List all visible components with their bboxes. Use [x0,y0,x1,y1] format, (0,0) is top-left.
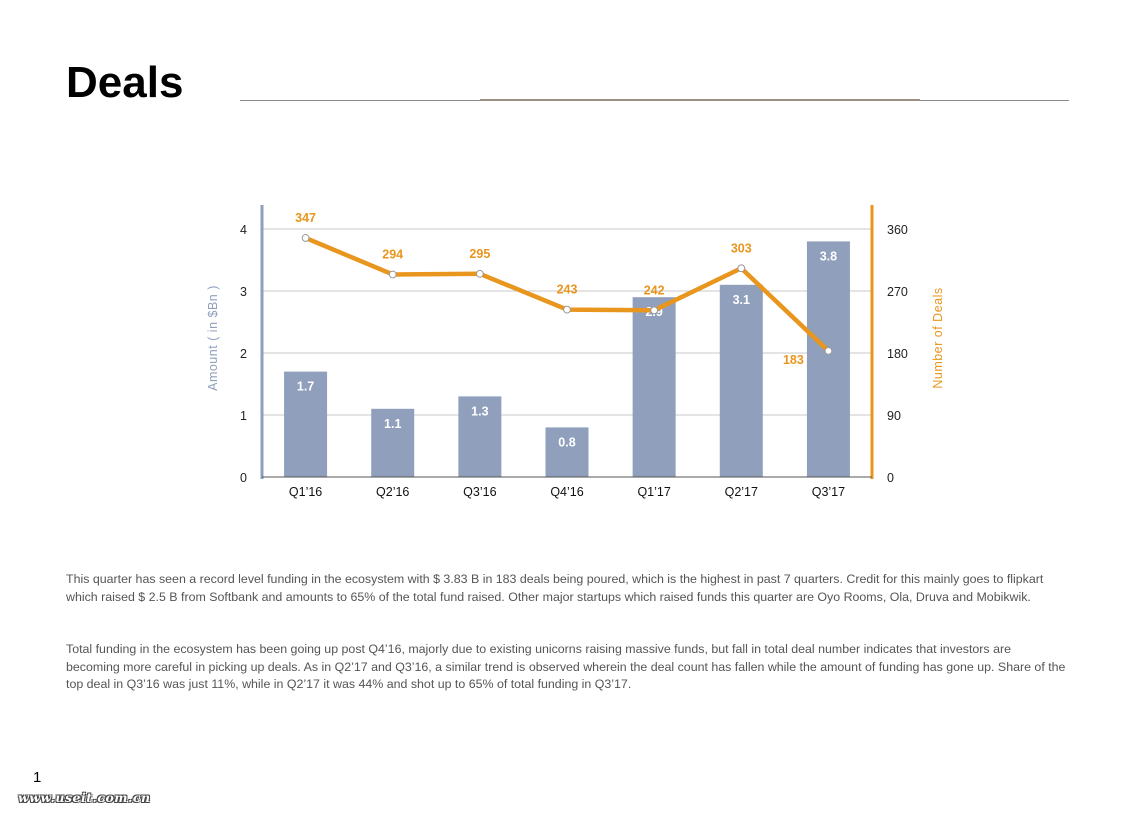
category-label: Q2’16 [376,485,409,499]
category-label: Q3’17 [812,485,845,499]
commentary-paragraph-2: Total funding in the ecosystem has been … [66,642,1066,691]
bar [371,408,415,477]
title-rule-accent [480,99,920,101]
deals-value-label: 347 [295,211,316,225]
left-tick-label: 0 [240,471,247,485]
left-tick-label: 3 [240,285,247,299]
deals-point [650,306,659,315]
bar [806,241,850,477]
bar [719,284,763,477]
category-label: Q2’17 [725,485,758,499]
category-label: Q1’16 [289,485,322,499]
commentary-paragraph-1: This quarter has seen a record level fun… [66,572,1044,604]
bar-value-label: 1.3 [471,404,488,418]
left-tick-label: 4 [240,223,247,237]
page-number: 1 [33,769,42,786]
bar [632,297,676,477]
deals-value-label: 295 [469,247,490,261]
right-tick-label: 0 [887,471,894,485]
deals-point [388,270,397,279]
deals-value-label: 242 [644,283,665,297]
right-axis-title: Number of Deals [931,287,945,388]
deals-value-label: 183 [783,353,804,367]
page-title: Deals [66,58,184,107]
left-axis-title: Amount ( in $Bn ) [206,285,220,391]
category-label: Q4’16 [550,485,583,499]
deals-value-label: 243 [557,283,578,297]
bar-value-label: 3.8 [820,249,837,263]
bar-value-label: 0.8 [558,435,575,449]
deals-point [737,264,746,273]
deals-point [824,347,833,355]
bar [284,371,328,477]
bar-value-label: 1.7 [297,380,314,394]
deals-point [563,305,571,314]
watermark: www.useit.com.cn [18,790,151,805]
deals-chart: 012340901802703601.71.11.30.82.93.13.8Q1… [206,205,945,499]
right-tick-label: 180 [887,347,908,361]
bar [458,396,502,477]
right-tick-label: 360 [887,223,908,237]
right-tick-label: 270 [887,285,908,299]
bar [545,427,589,477]
category-label: Q3’16 [463,485,496,499]
right-tick-label: 90 [887,409,901,423]
bar-value-label: 3.1 [733,293,750,307]
deals-point [301,234,310,242]
left-tick-label: 1 [240,409,247,423]
left-tick-label: 2 [240,347,247,361]
deals-point [475,269,484,278]
deals-value-label: 294 [382,247,403,261]
category-label: Q1’17 [637,485,670,499]
bar-value-label: 1.1 [384,417,401,431]
deals-value-label: 303 [731,241,752,255]
